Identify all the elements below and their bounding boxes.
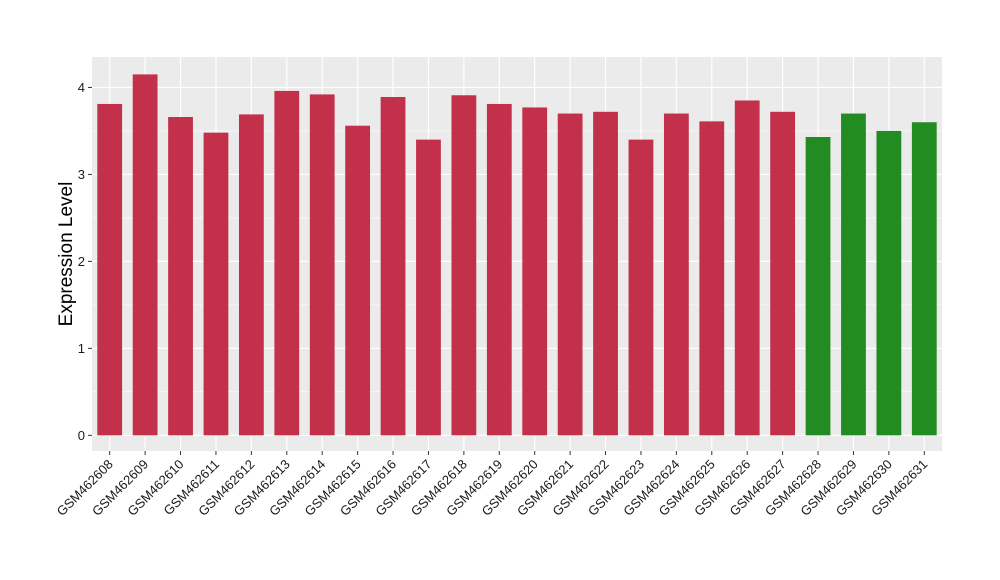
grid-minor — [92, 130, 942, 393]
bar-GSM462619 — [486, 103, 512, 436]
bar-GSM462621 — [557, 113, 583, 436]
bar-GSM462627 — [770, 111, 796, 436]
bar-GSM462609 — [132, 74, 158, 436]
bar-GSM462612 — [238, 114, 264, 436]
bar-GSM462618 — [451, 95, 477, 436]
bar-GSM462631 — [911, 122, 937, 436]
plot-panel — [92, 57, 942, 451]
bar-GSM462616 — [380, 97, 406, 436]
bar-GSM462617 — [416, 139, 441, 436]
bar-GSM462623 — [628, 139, 654, 436]
y-axis-title: Expression Level — [56, 182, 77, 327]
bars — [97, 74, 937, 436]
bar-GSM462624 — [663, 113, 689, 436]
y-tick-label: 3 — [78, 167, 85, 182]
bar-GSM462614 — [309, 94, 335, 436]
bar-GSM462615 — [345, 125, 371, 436]
bar-GSM462628 — [805, 137, 831, 436]
bar-GSM462625 — [699, 121, 725, 436]
bar-GSM462626 — [734, 100, 760, 436]
bar-GSM462611 — [203, 132, 229, 436]
bar-GSM462610 — [168, 117, 193, 436]
y-tick-label: 0 — [78, 428, 85, 443]
y-tick-label: 1 — [78, 341, 85, 356]
bar-GSM462629 — [841, 113, 866, 436]
x-axis: GSM462608GSM462609GSM462610GSM462611GSM4… — [54, 451, 930, 519]
y-axis: 0 1 2 3 4 — [78, 80, 92, 443]
y-tick-label: 4 — [78, 80, 85, 95]
bar-GSM462608 — [97, 103, 123, 436]
bar-GSM462613 — [274, 90, 300, 436]
bar-GSM462622 — [593, 111, 618, 436]
bar-GSM462630 — [876, 130, 902, 436]
y-tick-label: 2 — [78, 254, 85, 269]
bar-GSM462620 — [522, 107, 548, 436]
